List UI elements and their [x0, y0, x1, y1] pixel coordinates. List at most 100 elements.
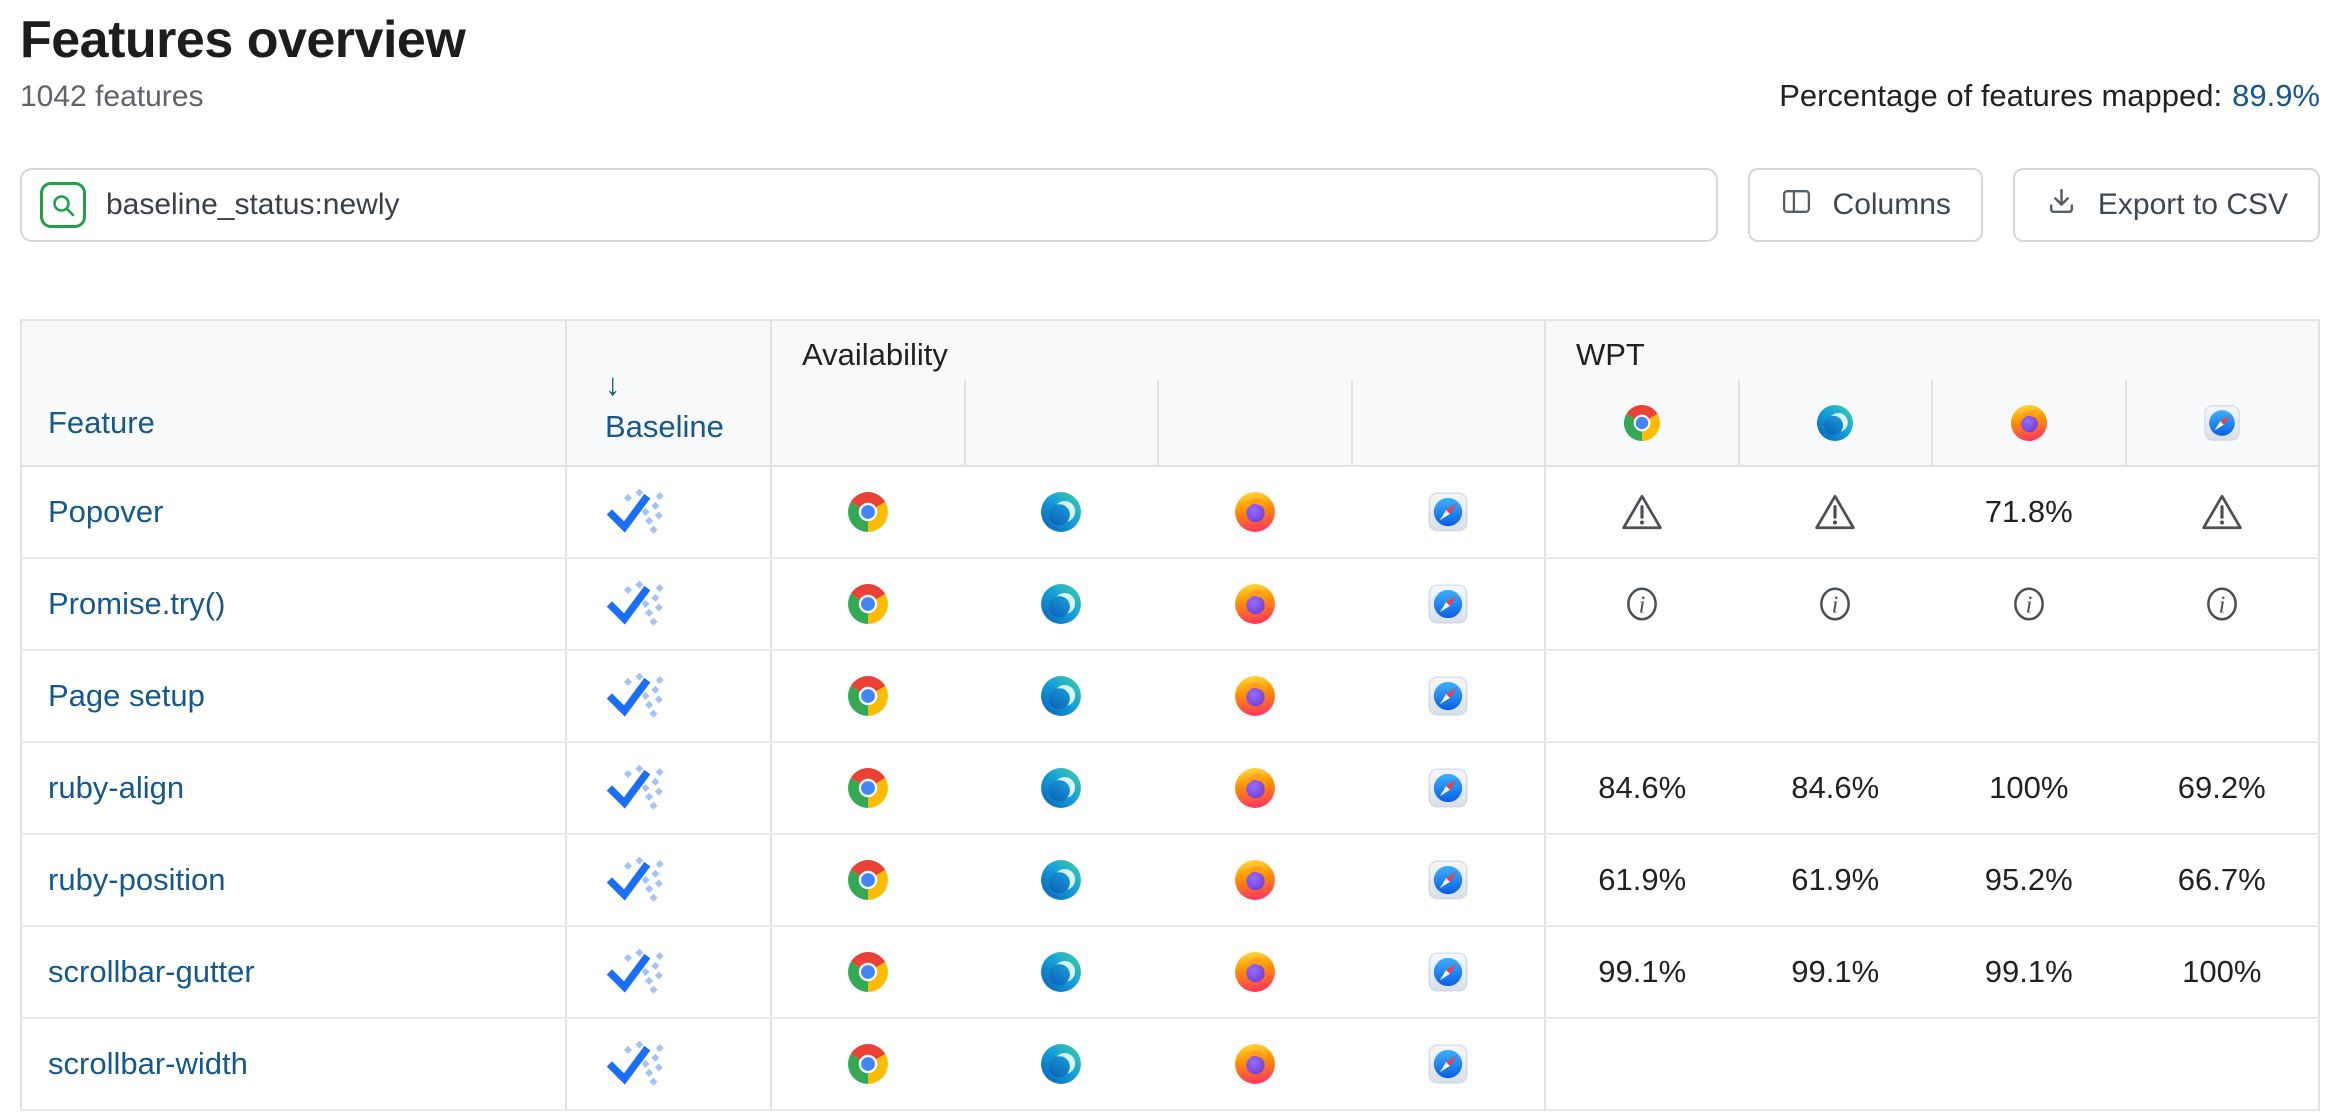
- wpt-cell: 99.1%: [1738, 926, 1932, 1019]
- warning-icon[interactable]: [2201, 491, 2243, 533]
- wpt-cell: [1932, 1018, 2126, 1111]
- availability-cell: [1158, 466, 1352, 559]
- availability-cell: [964, 742, 1158, 835]
- firefox-icon: [1234, 952, 1275, 992]
- edge-icon: [1041, 952, 1082, 992]
- feature-sort-link[interactable]: Feature: [48, 405, 155, 440]
- wpt-score: 66.7%: [2177, 862, 2266, 897]
- table-row: Page setup: [21, 650, 2319, 743]
- wpt-cell: [1932, 650, 2126, 743]
- wpt-score: 69.2%: [2177, 770, 2266, 805]
- availability-cell: [964, 926, 1158, 1019]
- info-icon[interactable]: i: [2201, 583, 2243, 625]
- wpt-cell: 100%: [1932, 742, 2126, 835]
- wpt-cell: [1544, 466, 1739, 559]
- edge-icon: [1041, 584, 1082, 624]
- wpt-score: 99.1%: [1791, 954, 1880, 989]
- feature-column-header[interactable]: Feature: [21, 320, 566, 467]
- download-icon: [2045, 185, 2078, 226]
- safari-icon: [1428, 768, 1468, 808]
- wpt-cell: 99.1%: [1932, 926, 2126, 1019]
- edge-icon: [1041, 492, 1082, 532]
- warning-icon[interactable]: [1621, 491, 1663, 533]
- baseline-newly-icon: [606, 764, 664, 810]
- baseline-cell: [565, 558, 771, 651]
- table-row: ruby-align 84.6% 84.6% 100% 69.2%: [21, 742, 2319, 835]
- availability-cell: [1158, 558, 1352, 651]
- safari-icon: [1428, 492, 1468, 532]
- availability-cell: [770, 466, 965, 559]
- availability-cell: [964, 650, 1158, 743]
- availability-cell: [1351, 558, 1545, 651]
- wpt-score: 95.2%: [1984, 862, 2073, 897]
- feature-link[interactable]: ruby-align: [48, 770, 185, 805]
- mapped-value-link[interactable]: 89.9%: [2232, 78, 2320, 113]
- baseline-sort-link[interactable]: Baseline: [605, 409, 724, 444]
- search-box[interactable]: [20, 168, 1718, 242]
- sort-descending-icon: ↓: [605, 367, 621, 402]
- wpt-browser-header-safari: [2124, 380, 2319, 467]
- wpt-cell: [1738, 1018, 1932, 1111]
- baseline-newly-icon: [606, 1040, 664, 1086]
- availability-cell: [770, 742, 965, 835]
- wpt-score: 84.6%: [1791, 770, 1880, 805]
- baseline-cell: [565, 926, 771, 1019]
- wpt-score: 84.6%: [1598, 770, 1687, 805]
- feature-link[interactable]: scrollbar-width: [48, 1046, 248, 1081]
- feature-link[interactable]: Popover: [48, 494, 164, 529]
- baseline-newly-icon: [606, 488, 664, 534]
- wpt-cell: 84.6%: [1544, 742, 1739, 835]
- wpt-cell: 84.6%: [1738, 742, 1932, 835]
- availability-subheader: [963, 380, 1158, 467]
- baseline-cell: [565, 466, 771, 559]
- export-csv-button-label: Export to CSV: [2097, 188, 2288, 221]
- edge-icon: [1041, 676, 1082, 716]
- chrome-icon: [1623, 404, 1660, 441]
- safari-icon: [1428, 676, 1468, 716]
- info-icon[interactable]: i: [1814, 583, 1856, 625]
- wpt-score: 61.9%: [1791, 862, 1880, 897]
- feature-link[interactable]: Promise.try(): [48, 586, 226, 621]
- feature-link[interactable]: ruby-position: [48, 862, 226, 897]
- availability-cell: [1158, 1018, 1352, 1111]
- table-row: Popover: [21, 466, 2319, 559]
- edge-icon: [1041, 768, 1082, 808]
- baseline-newly-icon: [606, 948, 664, 994]
- wpt-cell: i: [2125, 558, 2319, 651]
- table-row: Promise.try() i i: [21, 558, 2319, 651]
- mapped-label: Percentage of features mapped:: [1779, 78, 2223, 113]
- availability-cell: [770, 926, 965, 1019]
- feature-cell: scrollbar-width: [21, 1018, 566, 1111]
- search-icon: [40, 182, 86, 228]
- search-input[interactable]: [106, 188, 1698, 222]
- feature-link[interactable]: scrollbar-gutter: [48, 954, 255, 989]
- availability-cell: [1158, 834, 1352, 927]
- availability-cell: [964, 834, 1158, 927]
- wpt-cell: 100%: [2125, 926, 2319, 1019]
- page-title: Features overview: [20, 11, 466, 69]
- wpt-browser-header-chrome: [1544, 380, 1739, 467]
- columns-button-label: Columns: [1832, 188, 1951, 221]
- wpt-cell: [2125, 466, 2319, 559]
- wpt-browser-header-firefox: [1931, 380, 2126, 467]
- svg-text:i: i: [2218, 591, 2225, 618]
- info-icon[interactable]: i: [1621, 583, 1663, 625]
- safari-icon: [2204, 404, 2240, 441]
- info-icon[interactable]: i: [2008, 583, 2050, 625]
- firefox-icon: [1234, 676, 1275, 716]
- wpt-cell: 61.9%: [1544, 834, 1739, 927]
- baseline-cell: [565, 742, 771, 835]
- warning-icon[interactable]: [1814, 491, 1856, 533]
- export-csv-button[interactable]: Export to CSV: [2012, 168, 2320, 242]
- baseline-newly-icon: [606, 580, 664, 626]
- feature-link[interactable]: Page setup: [48, 678, 205, 713]
- availability-group-header: Availability: [770, 320, 1545, 380]
- baseline-column-header[interactable]: ↓ Baseline: [565, 320, 771, 467]
- columns-button[interactable]: Columns: [1747, 168, 1983, 242]
- wpt-score: 71.8%: [1984, 494, 2073, 529]
- svg-text:i: i: [1639, 591, 1646, 618]
- wpt-cell: [1738, 650, 1932, 743]
- features-table-body: Popover: [21, 466, 2319, 1111]
- chrome-icon: [848, 676, 889, 716]
